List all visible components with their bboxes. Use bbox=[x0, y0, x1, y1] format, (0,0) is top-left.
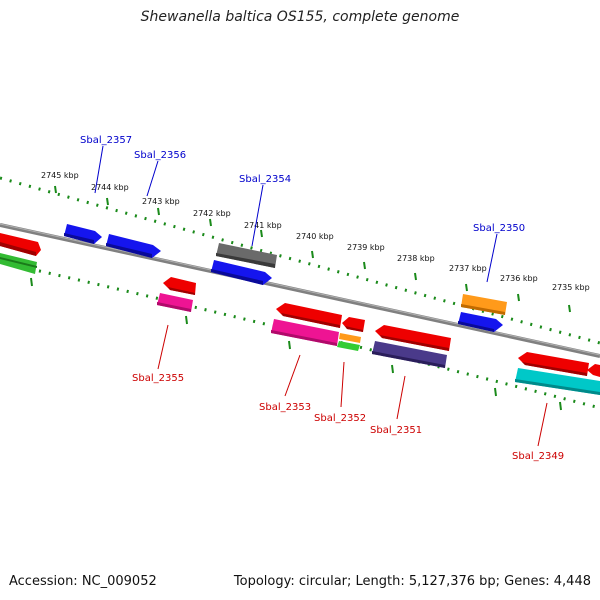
gene-arrow-blue-shade bbox=[211, 269, 263, 285]
gene-arrow-red-left-shade bbox=[0, 242, 36, 256]
leader-line bbox=[251, 184, 264, 247]
gene-arrow-grey-shade bbox=[216, 253, 275, 268]
scale-label: 2736 kbp bbox=[500, 274, 538, 283]
gene-label: Sbal_2349 bbox=[512, 451, 564, 462]
gene-arrow-red-shade bbox=[345, 326, 363, 332]
scale-label: 2741 kbp bbox=[244, 221, 282, 230]
topology-text: Topology: circular; Length: 5,127,376 bp… bbox=[233, 574, 591, 589]
gene-arrow-cyan-shade bbox=[515, 379, 600, 395]
scale-label: 2738 kbp bbox=[397, 254, 435, 263]
gene-arrow-blue bbox=[64, 224, 102, 244]
leader-line bbox=[486, 233, 498, 283]
gene-arrow-orange bbox=[461, 294, 507, 315]
scale-label: 2735 kbp bbox=[552, 283, 590, 292]
leader-line bbox=[157, 324, 169, 370]
gene-arrow-blue bbox=[458, 312, 503, 332]
gene-arrow-cyan bbox=[515, 368, 600, 395]
scale-label: 2745 kbp bbox=[41, 171, 79, 180]
gene-arrow-blue-shade bbox=[106, 243, 152, 258]
gene-arrow-red bbox=[587, 364, 600, 377]
scale-label: 2739 kbp bbox=[347, 243, 385, 252]
gene-label: Sbal_2353 bbox=[259, 402, 311, 413]
genome-backbone bbox=[0, 223, 600, 358]
gene-label: Sbal_2356 bbox=[134, 150, 186, 161]
gene-arrow-orange bbox=[339, 333, 361, 343]
gene-arrow-magenta-shade bbox=[157, 302, 191, 312]
gene-arrow-red bbox=[276, 303, 342, 328]
gene-label: Sbal_2350 bbox=[473, 223, 525, 234]
leader-line bbox=[537, 402, 548, 447]
gene-label: Sbal_2351 bbox=[370, 425, 422, 436]
gene-arrow-blue bbox=[106, 234, 161, 258]
gene-label: Sbal_2355 bbox=[132, 373, 184, 384]
scale-label: 2742 kbp bbox=[193, 209, 231, 218]
scale-label: 2737 kbp bbox=[449, 264, 487, 273]
gene-arrow-red bbox=[163, 277, 196, 295]
gene-arrow-red bbox=[518, 352, 589, 376]
leader-line bbox=[284, 354, 301, 397]
gene-arrow-red bbox=[375, 325, 451, 351]
gene-label: Sbal_2354 bbox=[239, 174, 291, 185]
outer-scale-ring bbox=[0, 176, 600, 345]
gene-arrow-green bbox=[337, 341, 360, 351]
gene-arrow-red-shade bbox=[281, 313, 340, 328]
gene-arrow-red-shade bbox=[380, 335, 449, 351]
gene-arrow-blue-shade bbox=[458, 321, 494, 332]
scale-label: 2743 kbp bbox=[142, 197, 180, 206]
accession-text: Accession: NC_009052 bbox=[9, 574, 157, 589]
gene-arrow-red-shade bbox=[168, 287, 195, 295]
gene-arrow-blue bbox=[211, 260, 272, 285]
scale-label: 2744 kbp bbox=[91, 183, 129, 192]
gene-arrow-green-left-shade bbox=[0, 257, 37, 268]
gene-arrow-magenta bbox=[271, 319, 339, 346]
gene-arrow-purple-shade bbox=[372, 351, 445, 368]
gene-arrow-red-shade bbox=[522, 362, 587, 376]
inner-ticks bbox=[30, 277, 562, 411]
outer-ticks bbox=[54, 185, 571, 313]
leader-line bbox=[94, 145, 104, 194]
gene-label: Sbal_2357 bbox=[80, 135, 132, 146]
gene-arrow-blue-shade bbox=[64, 233, 94, 244]
leader-line bbox=[396, 375, 406, 420]
gene-arrow-magenta-shade bbox=[271, 330, 337, 346]
leader-line bbox=[340, 361, 345, 408]
leader-line bbox=[146, 160, 159, 197]
gene-arrow-orange-shade bbox=[461, 304, 505, 315]
gene-arrow-magenta bbox=[157, 293, 193, 312]
gene-arrow-purple bbox=[372, 341, 447, 368]
gene-arrow-red-left bbox=[0, 233, 41, 256]
scale-label: 2740 kbp bbox=[296, 232, 334, 241]
genome-backbone-highlight bbox=[0, 223, 600, 356]
inner-scale-ring bbox=[0, 260, 600, 410]
map-title: Shewanella baltica OS155, complete genom… bbox=[140, 9, 460, 25]
gene-label: Sbal_2352 bbox=[314, 413, 366, 424]
